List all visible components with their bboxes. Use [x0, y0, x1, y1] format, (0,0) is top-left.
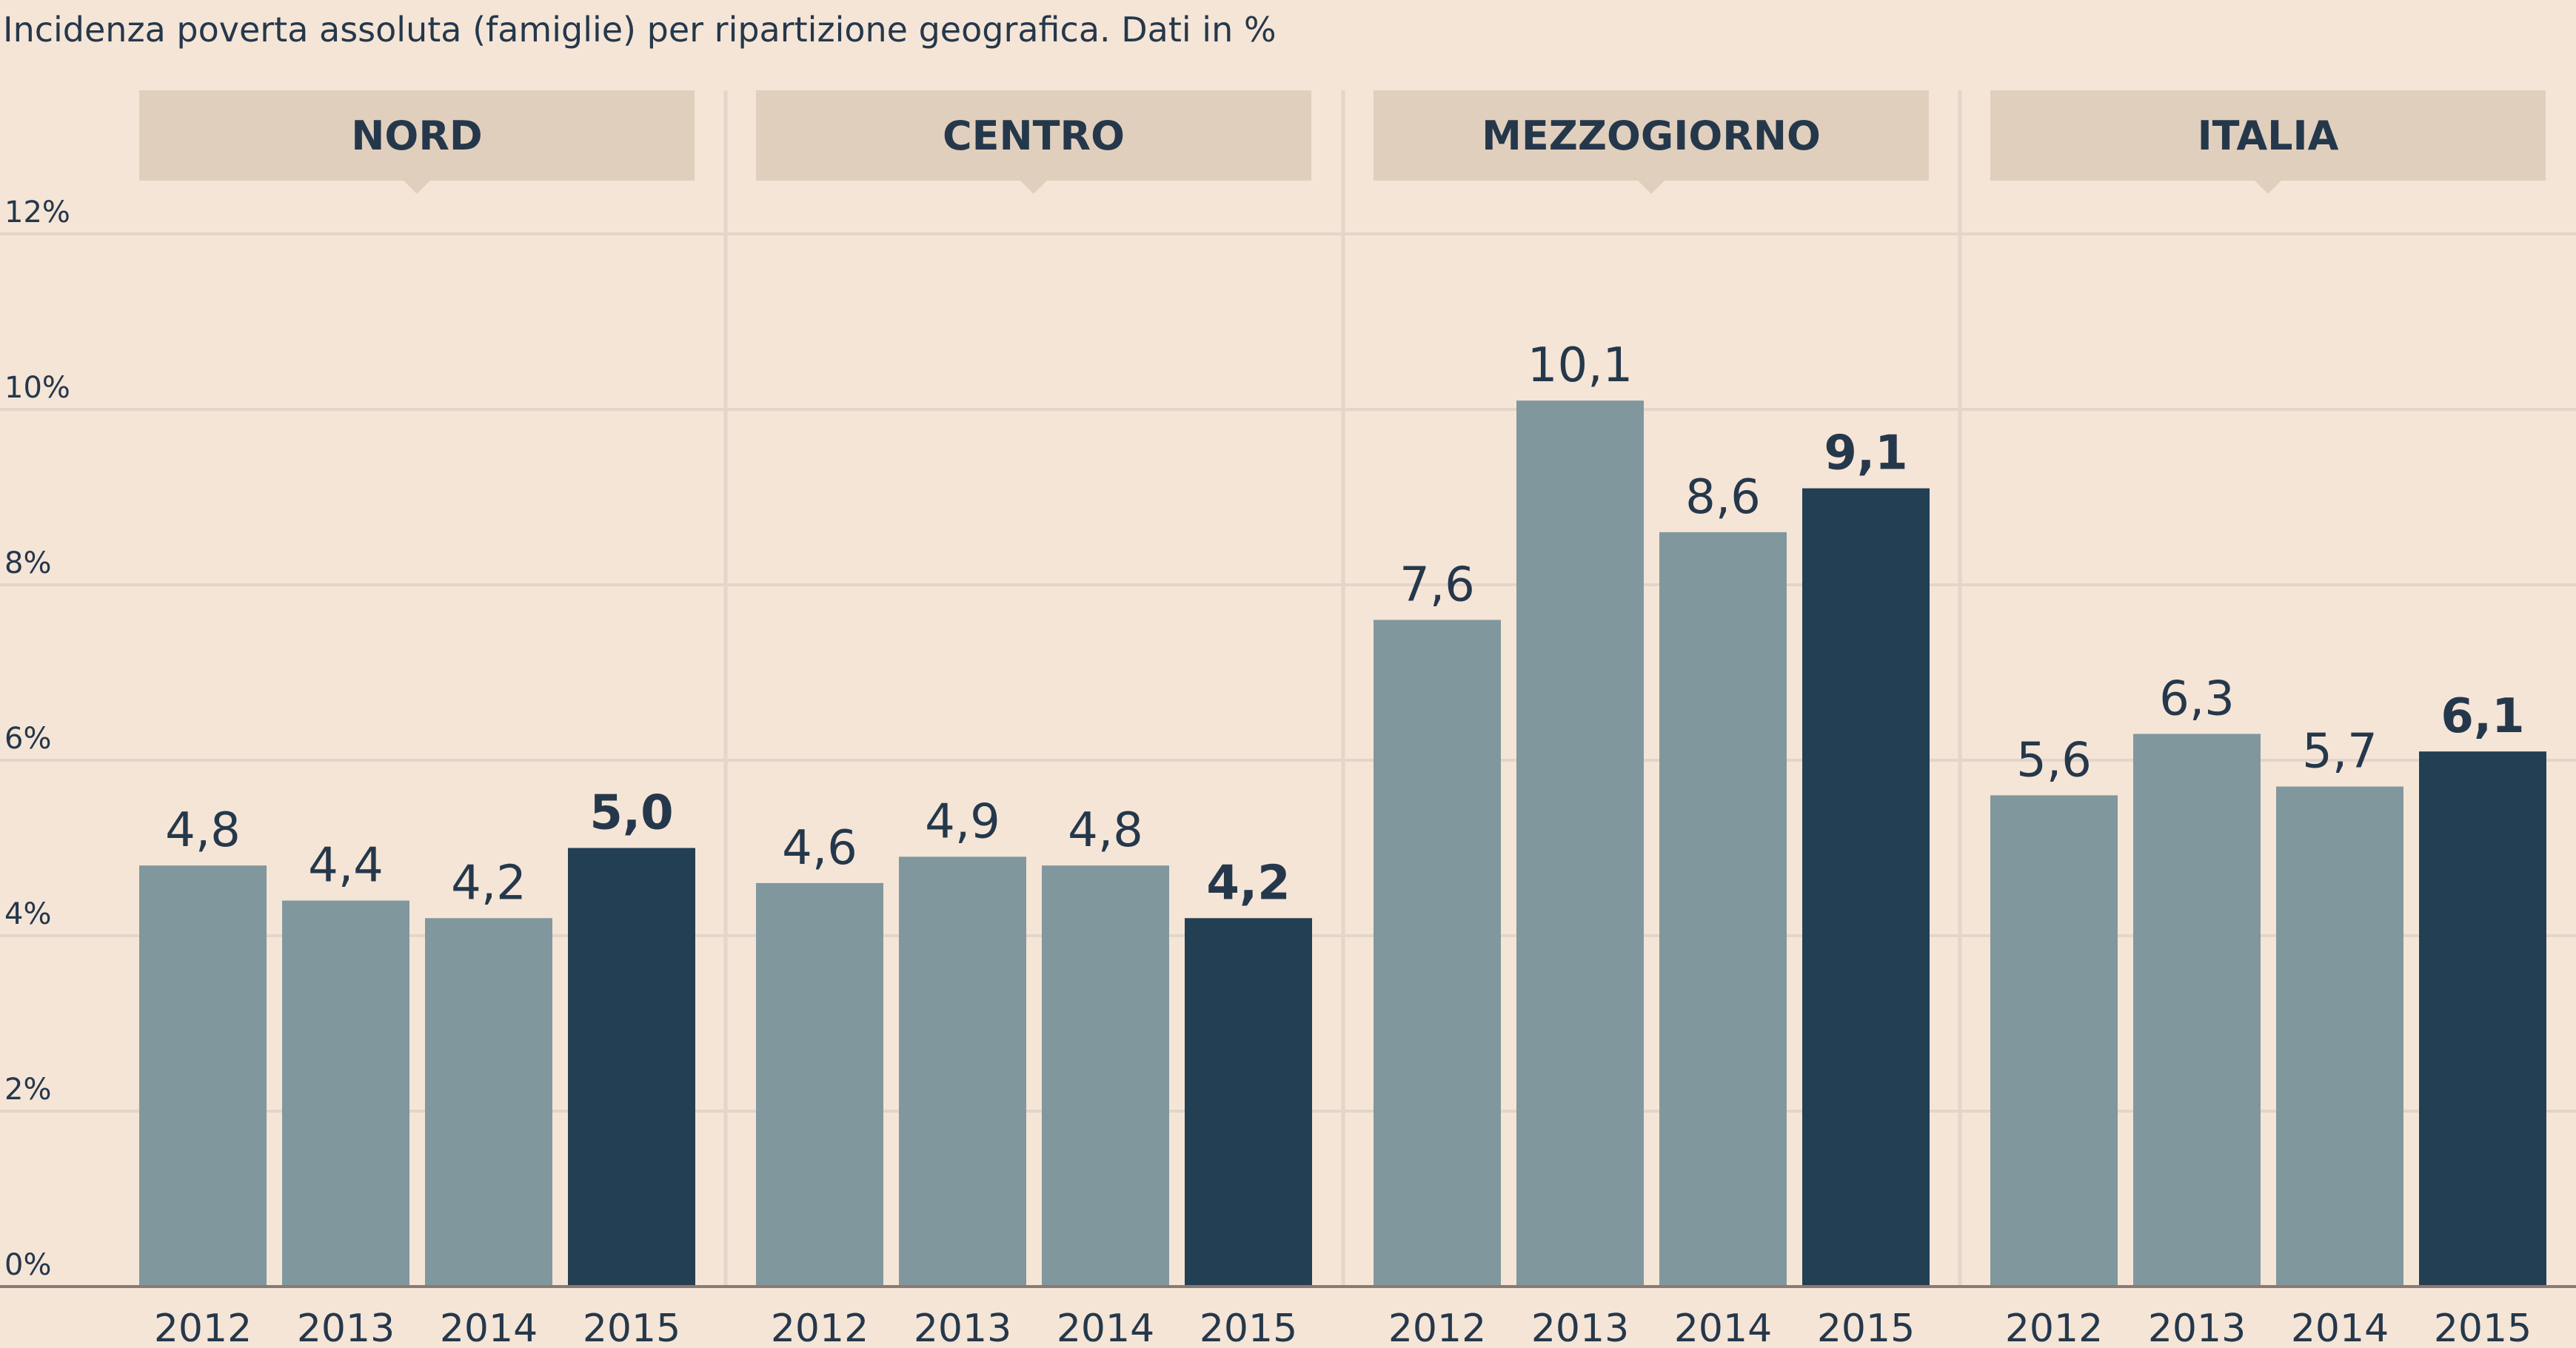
panel-centro: CENTRO 4,6 2012 4,9 2013 4,8 2014 4,2 2015	[756, 90, 1312, 1348]
bar-nord-2015	[568, 848, 695, 1287]
x-tick-label: 2013	[297, 1307, 395, 1348]
x-tick-label: 2014	[440, 1307, 538, 1348]
panel-mezzogiorno: MEZZOGIORNO 7,6 2012 10,1 2013 8,6 2014 9,1 2015	[1374, 90, 1930, 1348]
bar-mezzogiorno-2012	[1374, 620, 1501, 1287]
bar-centro-2012	[756, 882, 883, 1287]
bar-centro-2015	[1185, 918, 1312, 1287]
bar-italia-2012	[1990, 795, 2118, 1287]
y-tick-label: 4%	[4, 897, 51, 931]
data-label: 6,3	[2159, 671, 2235, 726]
bar-nord-2012	[139, 865, 267, 1287]
x-tick-label: 2013	[2148, 1307, 2246, 1348]
panel-label: NORD	[351, 113, 483, 159]
x-tick-label: 2014	[1674, 1307, 1772, 1348]
panel-label: CENTRO	[943, 113, 1125, 159]
x-tick-label: 2015	[1817, 1307, 1915, 1348]
x-tick-label: 2015	[1200, 1307, 1297, 1348]
bar-italia-2014	[2276, 786, 2403, 1287]
data-label: 4,2	[451, 856, 526, 911]
x-tick-label: 2015	[2434, 1307, 2532, 1348]
axis-layer: 0% 2% 4% 6% 8% 10% 12%	[0, 195, 2576, 1288]
panel-header	[1374, 90, 1929, 181]
x-tick-label: 2012	[1388, 1307, 1486, 1348]
panel-header-pointer	[2255, 181, 2281, 194]
data-label: 9,1	[1824, 426, 1907, 481]
y-tick-label: 10%	[4, 371, 70, 405]
bar-centro-2013	[899, 856, 1026, 1287]
data-label: 5,7	[2302, 725, 2378, 779]
chart-title: Incidenza poverta assoluta (famiglie) pe…	[3, 10, 1277, 50]
y-tick-label: 6%	[4, 722, 51, 756]
data-label: 4,2	[1206, 856, 1290, 911]
data-label: 8,6	[1685, 470, 1761, 525]
panel-header	[1990, 90, 2546, 181]
bar-mezzogiorno-2015	[1802, 488, 1930, 1287]
bar-mezzogiorno-2014	[1659, 532, 1787, 1287]
data-label: 4,6	[782, 821, 857, 876]
bar-italia-2015	[2419, 751, 2546, 1287]
data-label: 5,0	[589, 786, 673, 841]
x-tick-label: 2012	[2005, 1307, 2103, 1348]
x-tick-label: 2014	[2291, 1307, 2389, 1348]
data-label: 4,8	[165, 803, 241, 858]
bar-centro-2014	[1042, 865, 1169, 1287]
data-label: 5,6	[2016, 733, 2092, 788]
y-tick-label: 8%	[4, 546, 51, 580]
panel-header-pointer	[1638, 181, 1665, 194]
panel-italia: ITALIA 5,6 2012 6,3 2013 5,7 2014 6,1 2015	[1990, 90, 2546, 1348]
data-label: 6,1	[2440, 689, 2524, 744]
data-label: 4,8	[1068, 803, 1143, 858]
data-label: 4,4	[308, 839, 384, 893]
data-label: 10,1	[1528, 338, 1633, 393]
x-tick-label: 2013	[914, 1307, 1011, 1348]
panel-label: ITALIA	[2198, 113, 2339, 159]
y-tick-label: 12%	[4, 195, 70, 229]
y-tick-label: 2%	[4, 1073, 51, 1107]
panel-label: MEZZOGIORNO	[1482, 113, 1821, 159]
panel-header	[756, 90, 1311, 181]
x-tick-label: 2014	[1057, 1307, 1154, 1348]
data-label: 4,9	[925, 794, 1000, 849]
bar-nord-2014	[425, 918, 552, 1287]
x-tick-label: 2012	[771, 1307, 869, 1348]
panels: NORD 4,8 2012 4,4 2013 4,2 2014 5,0 2015 CENTRO 4,…	[139, 90, 2546, 1348]
panel-header	[139, 90, 695, 181]
x-tick-label: 2013	[1531, 1307, 1629, 1348]
x-tick-label: 2015	[583, 1307, 680, 1348]
data-label: 7,6	[1399, 557, 1475, 612]
x-tick-label: 2012	[154, 1307, 252, 1348]
panel-nord: NORD 4,8 2012 4,4 2013 4,2 2014 5,0 2015	[139, 90, 695, 1348]
panel-header-pointer	[1020, 181, 1047, 194]
bar-italia-2013	[2133, 734, 2261, 1287]
bar-mezzogiorno-2013	[1516, 400, 1644, 1287]
panel-header-pointer	[404, 181, 430, 194]
y-tick-label: 0%	[4, 1248, 51, 1282]
bar-nord-2013	[282, 900, 409, 1287]
